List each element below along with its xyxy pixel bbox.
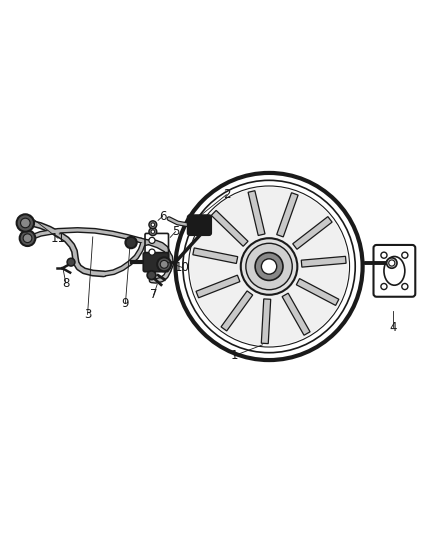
Text: 2: 2 (223, 188, 230, 201)
Circle shape (246, 243, 292, 290)
Circle shape (255, 253, 283, 280)
Circle shape (160, 261, 168, 268)
Circle shape (147, 271, 156, 279)
Circle shape (149, 221, 157, 229)
Circle shape (17, 214, 34, 232)
Circle shape (151, 230, 155, 233)
Polygon shape (221, 291, 253, 331)
Circle shape (149, 237, 155, 244)
Circle shape (261, 259, 277, 274)
Circle shape (381, 252, 387, 258)
Polygon shape (293, 216, 332, 249)
Polygon shape (282, 293, 310, 335)
Circle shape (402, 252, 408, 258)
Circle shape (20, 230, 35, 246)
Text: 9: 9 (122, 297, 129, 310)
Polygon shape (301, 256, 346, 267)
Circle shape (149, 228, 157, 236)
Polygon shape (248, 191, 265, 236)
Text: 6: 6 (159, 210, 166, 223)
Circle shape (125, 237, 137, 248)
Circle shape (402, 284, 408, 289)
Circle shape (389, 260, 395, 266)
Text: 10: 10 (175, 261, 190, 274)
Circle shape (21, 218, 30, 228)
Ellipse shape (384, 256, 405, 285)
Circle shape (241, 238, 297, 295)
FancyBboxPatch shape (374, 245, 415, 297)
Polygon shape (297, 279, 339, 305)
Text: 11: 11 (50, 232, 65, 245)
Text: 4: 4 (389, 321, 397, 334)
Circle shape (151, 223, 155, 227)
Circle shape (149, 249, 155, 255)
Circle shape (67, 258, 75, 266)
Text: 1: 1 (230, 349, 238, 362)
Circle shape (381, 284, 387, 289)
Circle shape (157, 257, 171, 271)
Polygon shape (211, 211, 248, 246)
Circle shape (23, 234, 32, 243)
Circle shape (190, 187, 348, 346)
Text: 8: 8 (62, 277, 70, 289)
FancyBboxPatch shape (187, 215, 211, 235)
Polygon shape (196, 275, 240, 298)
Circle shape (176, 173, 363, 360)
Text: 7: 7 (150, 288, 158, 301)
Circle shape (387, 258, 397, 268)
Text: 5: 5 (172, 225, 179, 238)
FancyBboxPatch shape (143, 253, 169, 272)
Polygon shape (277, 193, 298, 237)
Polygon shape (261, 299, 271, 344)
Text: 3: 3 (84, 308, 91, 321)
Polygon shape (193, 248, 238, 263)
